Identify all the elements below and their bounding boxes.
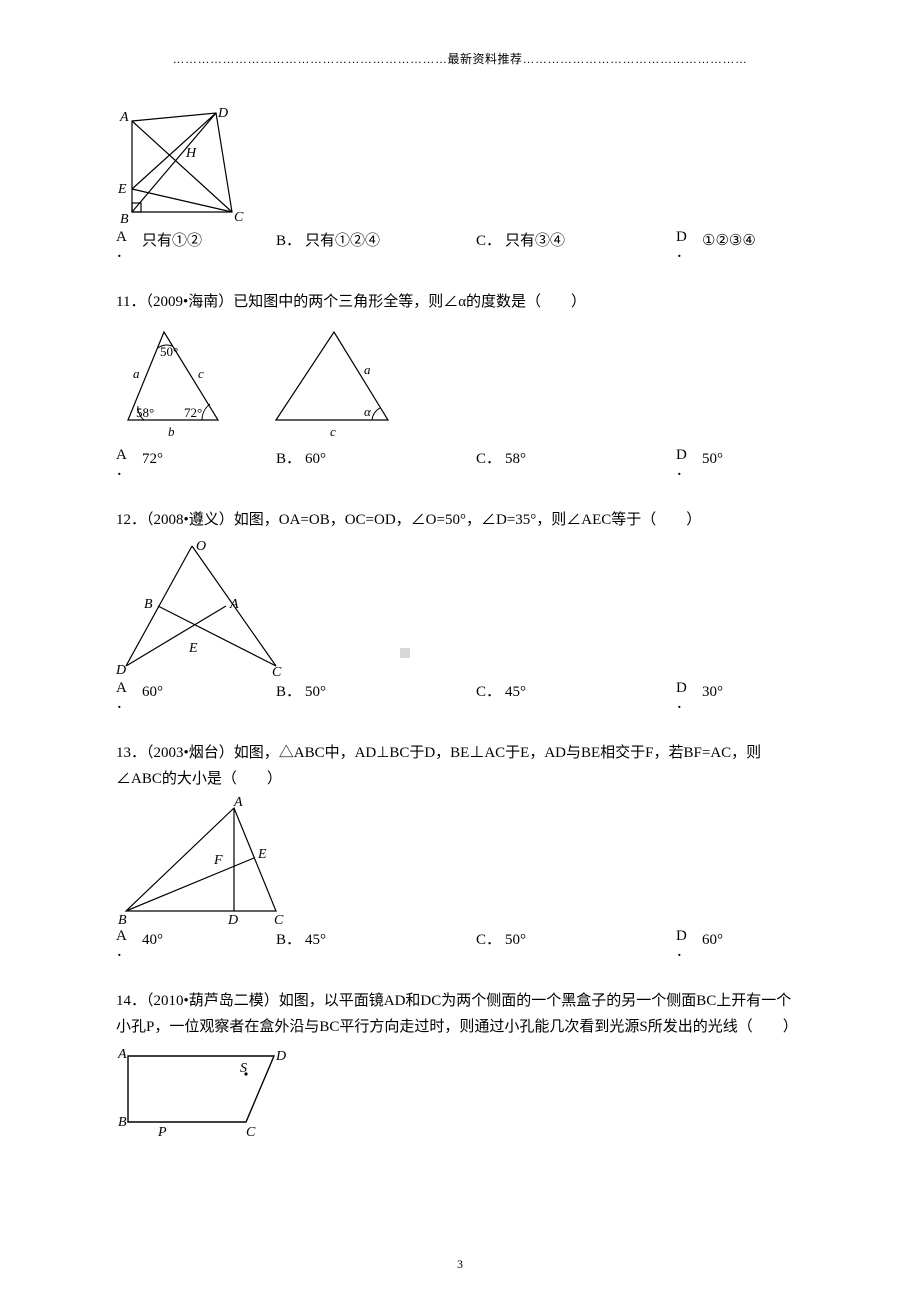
label-D4: D [275, 1049, 286, 1064]
q10-option-d: D． ①②③④ [676, 229, 804, 262]
q14-figure: A D S B P C [116, 1044, 296, 1136]
q13-opt-b-text: 45° [305, 928, 326, 954]
q10-figure: A D H E B C [116, 107, 246, 227]
label-A: A [119, 110, 129, 125]
label-E2: E [188, 641, 198, 656]
label-B: B [120, 212, 129, 227]
q10-opt-a-text: 只有①② [142, 229, 202, 262]
q11-option-d: D． 50° [676, 447, 804, 480]
q11-figure: 50° 58° 72° a c b a c α [116, 320, 406, 445]
q13-option-c: C．50° [476, 928, 676, 954]
label-E3: E [257, 847, 267, 862]
label-alpha: α [364, 404, 372, 419]
label-C4: C [246, 1125, 256, 1136]
q10-option-b: B．只有①②④ [276, 229, 476, 255]
q10-opt-d-text: ①②③④ [702, 229, 756, 262]
label-E: E [117, 182, 127, 197]
q12-figure: O B A E D C [116, 538, 286, 678]
q13-opt-c-text: 50° [505, 928, 526, 954]
q11-opt-c-text: 58° [505, 447, 526, 473]
label-A2: A [229, 597, 239, 612]
watermark-icon [400, 648, 410, 658]
q11-option-a: A． 72° [116, 447, 276, 480]
label-B3: B [118, 913, 127, 926]
q10-options: A． 只有①② B．只有①②④ C．只有③④ D． ①②③④ [116, 229, 804, 262]
q10-option-c: C．只有③④ [476, 229, 676, 255]
label-D2: D [116, 663, 126, 678]
q11-opt-b-text: 60° [305, 447, 326, 473]
label-C3: C [274, 913, 284, 926]
q10-opt-c-text: 只有③④ [505, 229, 565, 255]
label-H: H [185, 146, 197, 161]
label-P4: P [157, 1125, 167, 1136]
q12-opt-a-text: 60° [142, 680, 163, 713]
label-C: C [234, 210, 244, 225]
q11-option-c: C．58° [476, 447, 676, 473]
label-50: 50° [160, 344, 178, 359]
label-D3: D [227, 913, 238, 926]
label-A4: A [117, 1047, 127, 1062]
q11-opt-d-text: 50° [702, 447, 723, 480]
page-number: 3 [0, 1257, 920, 1272]
q13-option-d: D． 60° [676, 928, 804, 961]
label-A3: A [233, 796, 243, 810]
q11-option-b: B．60° [276, 447, 476, 473]
label-D: D [217, 107, 228, 121]
label-B2: B [144, 597, 153, 612]
q12-option-c: C．45° [476, 680, 676, 706]
label-a2: a [364, 362, 371, 377]
q12-text: 12．（2008•遵义）如图，OA=OB，OC=OD，∠O=50°，∠D=35°… [116, 508, 804, 534]
q13-figure: A F E B D C [116, 796, 296, 926]
q12-option-d: D． 30° [676, 680, 804, 713]
q11-opt-a-text: 72° [142, 447, 163, 480]
label-S4: S [240, 1061, 247, 1076]
q13-opt-d-text: 60° [702, 928, 723, 961]
q13-text: 13．（2003•烟台）如图，△ABC中，AD⊥BC于D，BE⊥AC于E，AD与… [116, 741, 804, 792]
label-C2: C [272, 665, 282, 678]
label-a1: a [133, 366, 140, 381]
label-c2: c [330, 424, 336, 439]
label-c1: c [198, 366, 204, 381]
label-b1: b [168, 424, 175, 439]
q10-opt-b-text: 只有①②④ [305, 229, 380, 255]
q11-options: A． 72° B．60° C．58° D． 50° [116, 447, 804, 480]
header-line: …………………………………………………………最新资料推荐………………………………… [116, 50, 804, 67]
q14-text: 14．（2010•葫芦岛二模）如图，以平面镜AD和DC为两个侧面的一个黑盒子的另… [116, 989, 804, 1040]
q12-opt-b-text: 50° [305, 680, 326, 706]
label-B4: B [118, 1115, 127, 1130]
label-72: 72° [184, 405, 202, 420]
q12-opt-d-text: 30° [702, 680, 723, 713]
q13-option-b: B．45° [276, 928, 476, 954]
q12-option-b: B．50° [276, 680, 476, 706]
q11-text: 11．（2009•海南）已知图中的两个三角形全等，则∠α的度数是（ ） [116, 290, 804, 316]
q10-option-a: A． 只有①② [116, 229, 276, 262]
label-O: O [196, 539, 206, 554]
q13-opt-a-text: 40° [142, 928, 163, 961]
q13-option-a: A． 40° [116, 928, 276, 961]
q12-options: A． 60° B．50° C．45° D． 30° [116, 680, 804, 713]
q13-options: A． 40° B．45° C．50° D． 60° [116, 928, 804, 961]
label-F3: F [213, 853, 223, 868]
q12-option-a: A． 60° [116, 680, 276, 713]
q12-opt-c-text: 45° [505, 680, 526, 706]
